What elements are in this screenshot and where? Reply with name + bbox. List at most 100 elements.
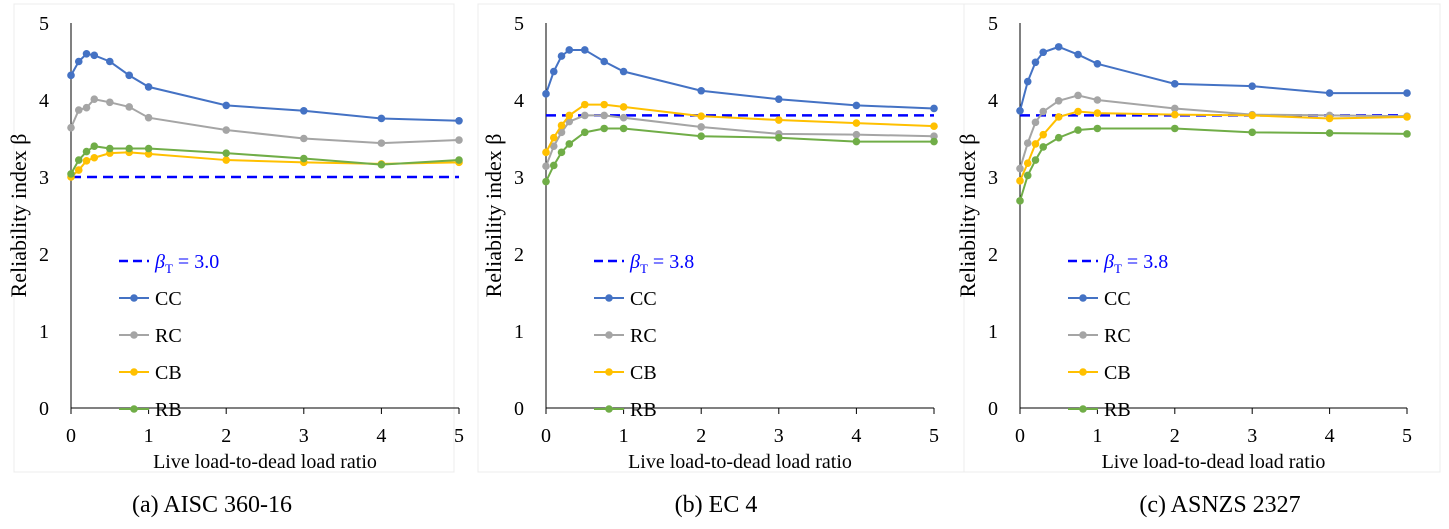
x-tick-label: 2	[1170, 425, 1180, 447]
legend-label-rb: RB	[630, 399, 657, 421]
data-point-rb	[1031, 156, 1040, 164]
data-point-rb	[557, 148, 566, 157]
data-point-rc	[565, 117, 574, 126]
legend-marker-cc	[1079, 294, 1087, 302]
data-point-rc	[125, 103, 133, 111]
data-point-rb	[1039, 143, 1048, 151]
panel-caption: (c) ASNZS 2327	[1139, 492, 1300, 518]
data-point-rb	[300, 154, 308, 163]
legend-label-cc: CC	[630, 288, 657, 310]
data-point-cc	[1016, 106, 1024, 115]
target-value: = 3.8	[1122, 251, 1168, 273]
data-point-cc	[852, 101, 861, 110]
data-point-cc	[106, 57, 114, 66]
data-point-rb	[144, 144, 153, 153]
beta-symbol: β	[154, 251, 165, 273]
legend-label-cc: CC	[1104, 288, 1131, 310]
data-point-rb	[1023, 171, 1032, 180]
data-point-cc	[1074, 50, 1082, 59]
data-point-cc	[1248, 82, 1256, 90]
legend-target-label: βT = 3.8	[629, 251, 694, 276]
data-point-cc	[930, 104, 938, 113]
beta-subscript: T	[640, 261, 648, 276]
legend-label-cb: CB	[1104, 362, 1131, 384]
panel-caption: (b) EC 4	[675, 492, 758, 518]
legend-marker-cb	[605, 368, 613, 376]
y-tick-label: 1	[39, 321, 49, 343]
legend-label-rc: RC	[630, 325, 657, 347]
legend-marker-rb	[130, 405, 138, 413]
data-point-cb	[1031, 140, 1040, 148]
data-point-rb	[1403, 130, 1411, 138]
x-tick-label: 5	[929, 425, 939, 447]
data-point-cb	[74, 166, 83, 174]
legend-marker-cc	[605, 294, 613, 302]
beta-symbol: β	[1103, 251, 1114, 273]
data-point-rb	[74, 156, 83, 164]
data-point-rc	[1016, 164, 1024, 173]
data-point-cb	[1403, 113, 1411, 121]
data-point-rc	[581, 111, 589, 120]
data-point-rc	[300, 134, 308, 143]
data-point-cc	[619, 67, 628, 76]
x-tick-label: 0	[66, 425, 76, 447]
target-value: = 3.0	[173, 251, 219, 273]
data-point-rb	[125, 144, 133, 153]
data-point-rc	[144, 113, 153, 122]
beta-symbol: β	[629, 251, 640, 273]
data-point-rb	[455, 156, 463, 164]
chart-panel-1: 0 1 2 3 4 5 0 1 2 3 4 5 Live load-to-dead load ratio…	[6, 3, 464, 518]
data-point-rb	[697, 132, 705, 140]
data-point-cc	[1054, 43, 1063, 51]
y-tick-label: 3	[39, 167, 49, 189]
data-point-rb	[549, 161, 558, 170]
data-point-rb	[82, 147, 91, 156]
data-point-rb	[775, 133, 783, 142]
x-tick-label: 2	[221, 425, 231, 447]
data-point-cc	[67, 71, 75, 80]
data-point-rb	[67, 170, 75, 178]
data-point-rb	[1054, 133, 1063, 142]
series-line-rb	[545, 127, 934, 183]
data-point-cb	[565, 111, 574, 120]
data-point-cc	[90, 51, 99, 60]
data-point-rb	[542, 177, 550, 186]
series-line-cc	[70, 52, 460, 122]
data-point-cb	[1325, 114, 1334, 123]
data-point-cb	[619, 103, 628, 111]
y-tick-label: 3	[514, 167, 524, 189]
data-point-rb	[222, 149, 230, 157]
y-tick-label: 0	[988, 398, 998, 420]
legend-marker-cb	[1079, 368, 1087, 376]
data-point-rc	[90, 95, 99, 104]
data-point-rb	[1248, 128, 1256, 137]
legend-label-cb: CB	[630, 362, 657, 384]
data-point-rb	[1325, 129, 1334, 137]
legend-label-cc: CC	[155, 288, 182, 310]
x-tick-label: 4	[376, 425, 386, 447]
y-tick-label: 2	[514, 244, 524, 266]
data-point-cb	[557, 121, 566, 130]
x-tick-label: 1	[619, 425, 629, 447]
x-tick-label: 0	[1015, 425, 1025, 447]
data-point-cc	[557, 52, 566, 60]
data-point-cb	[1093, 109, 1102, 117]
data-point-cb	[1171, 110, 1179, 119]
y-tick-label: 4	[514, 90, 524, 112]
data-point-rb	[377, 160, 386, 169]
x-tick-label: 1	[1092, 425, 1102, 447]
data-point-cb	[82, 157, 91, 165]
data-point-rc	[1054, 96, 1063, 105]
data-point-rb	[581, 128, 589, 137]
beta-subscript: T	[165, 261, 173, 276]
data-point-cc	[1171, 80, 1179, 88]
y-tick-label: 0	[514, 398, 524, 420]
data-point-cc	[565, 46, 574, 54]
y-tick-label: 1	[514, 321, 524, 343]
data-point-cc	[377, 114, 386, 123]
data-point-rc	[600, 111, 608, 120]
x-tick-label: 3	[299, 425, 309, 447]
x-tick-label: 3	[774, 425, 784, 447]
y-tick-label: 1	[988, 321, 998, 343]
